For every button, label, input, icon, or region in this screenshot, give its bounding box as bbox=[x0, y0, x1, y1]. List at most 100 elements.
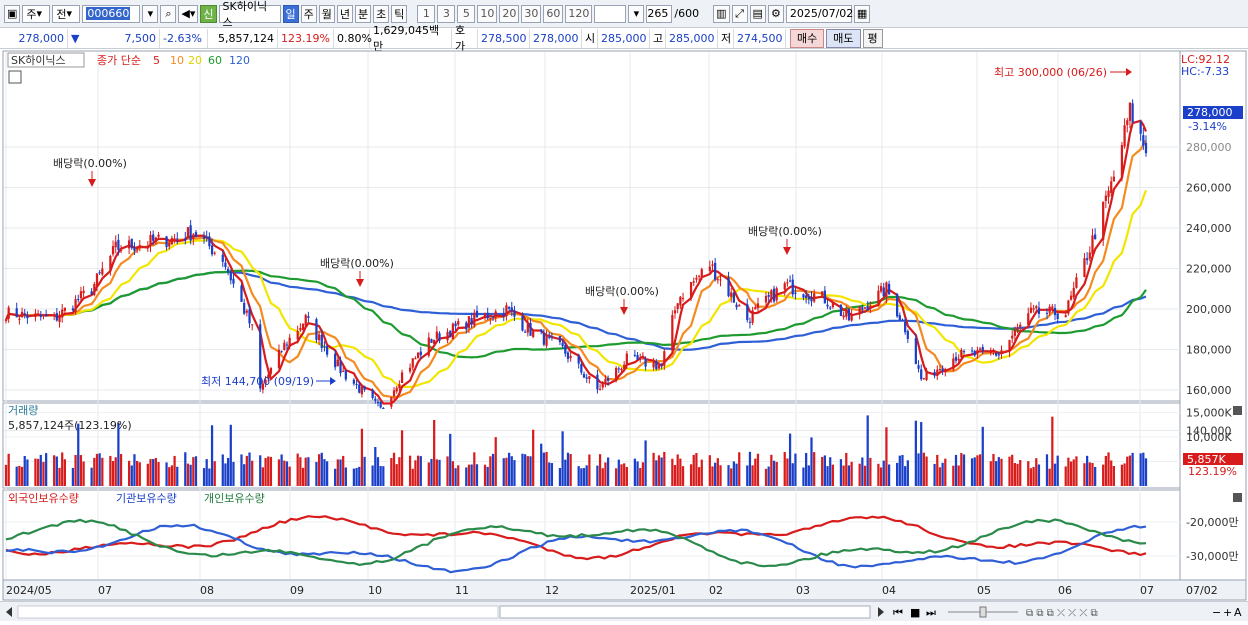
volume-bar bbox=[995, 461, 998, 486]
calendar-icon[interactable]: ▦ bbox=[853, 4, 871, 23]
volume-bar bbox=[992, 453, 995, 486]
scroll-track[interactable] bbox=[17, 605, 499, 619]
volume-bar bbox=[1094, 466, 1097, 486]
volume-bar bbox=[285, 461, 289, 486]
chart-area[interactable]: 280,000 260,000 240,000 220,000 200,000 180,0… bbox=[0, 49, 1248, 601]
candle-body bbox=[933, 371, 936, 376]
candle-type-icon[interactable]: ▥ bbox=[713, 4, 730, 23]
scroll-thumb[interactable] bbox=[499, 605, 871, 619]
candle-body bbox=[205, 236, 208, 238]
scroll-left-icon[interactable] bbox=[6, 607, 12, 617]
volume-bar bbox=[719, 465, 722, 486]
stock-code-input[interactable]: 000660 bbox=[82, 4, 141, 23]
interval-120[interactable]: 120 bbox=[565, 4, 593, 23]
candle-body bbox=[770, 290, 773, 299]
candle-body bbox=[652, 362, 655, 368]
volume-pane-close-icon[interactable] bbox=[1233, 406, 1242, 415]
candle-body bbox=[494, 311, 497, 318]
new-badge[interactable]: 신 bbox=[200, 4, 217, 23]
volume-bar bbox=[695, 453, 698, 486]
candle-body bbox=[604, 378, 607, 384]
eval-button[interactable]: 평 bbox=[862, 28, 883, 48]
code-dropdown-icon[interactable]: ▾ bbox=[142, 4, 159, 23]
count-input[interactable]: 265 bbox=[646, 4, 673, 23]
volume-bar bbox=[681, 466, 685, 486]
holdings-pane-close-icon[interactable] bbox=[1233, 493, 1242, 502]
interval-3[interactable]: 3 bbox=[437, 4, 456, 23]
period-week[interactable]: 주 bbox=[300, 4, 317, 23]
candle-body bbox=[558, 336, 562, 343]
interval-10[interactable]: 10 bbox=[477, 4, 498, 23]
volume-bar bbox=[920, 422, 923, 486]
period-year[interactable]: 년 bbox=[336, 4, 354, 23]
volume-bar bbox=[1013, 462, 1016, 486]
volume-bar bbox=[526, 456, 529, 486]
period-tick[interactable]: 틱 bbox=[391, 4, 408, 23]
candle-body bbox=[730, 292, 733, 297]
stop-icon[interactable]: ■ bbox=[910, 606, 920, 619]
period-month[interactable]: 월 bbox=[318, 4, 335, 23]
scrollbar-svg[interactable]: ⏮ ■ ⏭ ⧉ ⧉ ⧉ ⤫ ⤫ ⤫ ⧉ − + A bbox=[0, 602, 1248, 622]
table-toggle-icon[interactable] bbox=[8, 70, 22, 84]
gear-icon[interactable]: ⚙ bbox=[767, 4, 784, 23]
stock-chart-svg[interactable]: 280,000 260,000 240,000 220,000 200,000 180,0… bbox=[0, 49, 1248, 601]
forward-icon[interactable]: ⏭ bbox=[926, 606, 936, 619]
period-second[interactable]: 초 bbox=[373, 4, 390, 23]
candle-body bbox=[280, 351, 283, 353]
volume-bar bbox=[540, 443, 543, 486]
rewind-icon[interactable]: ⏮ bbox=[893, 606, 903, 619]
interval-dropdown-icon[interactable]: ▾ bbox=[628, 4, 645, 23]
candle-body bbox=[751, 310, 754, 323]
candle-body bbox=[1091, 235, 1094, 255]
speaker-icon[interactable]: ◀▾ bbox=[178, 4, 199, 23]
volume-bar bbox=[588, 454, 591, 486]
candle-body bbox=[805, 295, 808, 299]
date-input[interactable]: 2025/07/02 bbox=[785, 4, 853, 23]
search-icon[interactable]: ⌕ bbox=[160, 4, 177, 23]
candle-body bbox=[446, 331, 449, 341]
candle-body bbox=[960, 349, 963, 358]
window-icon[interactable]: ▣ bbox=[4, 4, 21, 23]
candle-body bbox=[839, 304, 843, 316]
candle-body bbox=[673, 310, 677, 314]
volume-bar bbox=[259, 455, 262, 486]
volume-bar bbox=[957, 465, 960, 486]
interval-5[interactable]: 5 bbox=[457, 4, 476, 23]
candle-body bbox=[767, 294, 770, 297]
interval-30[interactable]: 30 bbox=[521, 4, 542, 23]
scroll-right-icon[interactable] bbox=[878, 607, 884, 617]
period-minute[interactable]: 분 bbox=[355, 4, 372, 23]
chart-scrollbar[interactable]: ⏮ ■ ⏭ ⧉ ⧉ ⧉ ⤫ ⤫ ⤫ ⧉ − + A bbox=[0, 601, 1248, 621]
period-type-select[interactable]: 주 ▾ bbox=[22, 4, 51, 23]
interval-1[interactable]: 1 bbox=[417, 4, 436, 23]
volume-bar bbox=[408, 455, 412, 486]
zoom-out-icon[interactable]: − bbox=[1212, 606, 1221, 619]
prev-select[interactable]: 전 ▾ bbox=[52, 4, 81, 23]
font-size-icon[interactable]: A bbox=[1234, 606, 1242, 619]
layout-icons[interactable]: ⧉ ⧉ ⧉ ⤫ ⤫ ⤫ ⧉ bbox=[1026, 608, 1098, 619]
volume-bar bbox=[625, 466, 628, 486]
period-day[interactable]: 일 bbox=[282, 4, 299, 23]
volume-bar bbox=[98, 453, 101, 486]
candle-body bbox=[1019, 324, 1022, 327]
candle-body bbox=[906, 330, 909, 339]
volume-bar bbox=[652, 452, 655, 486]
interval-20[interactable]: 20 bbox=[499, 4, 520, 23]
volume-bar bbox=[334, 468, 337, 486]
zoom-in-icon[interactable]: + bbox=[1223, 606, 1232, 619]
candle-body bbox=[438, 333, 441, 341]
sell-button[interactable]: 매도 bbox=[826, 28, 861, 48]
buy-button[interactable]: 매수 bbox=[790, 28, 825, 48]
candle-body bbox=[58, 316, 61, 323]
zoom-slider-handle[interactable] bbox=[979, 606, 987, 618]
candle-body bbox=[119, 250, 123, 252]
count-total: /600 bbox=[674, 7, 700, 20]
drawing-tool-icon[interactable]: ⤢ bbox=[731, 4, 748, 23]
stock-name-field[interactable]: SK하이닉스 bbox=[218, 0, 281, 29]
candle-body bbox=[7, 307, 10, 319]
volume-bar bbox=[173, 455, 176, 486]
save-icon[interactable]: ▤ bbox=[749, 4, 766, 23]
candle-body bbox=[847, 309, 851, 321]
interval-60[interactable]: 60 bbox=[543, 4, 564, 23]
custom-interval-input[interactable] bbox=[594, 4, 627, 23]
